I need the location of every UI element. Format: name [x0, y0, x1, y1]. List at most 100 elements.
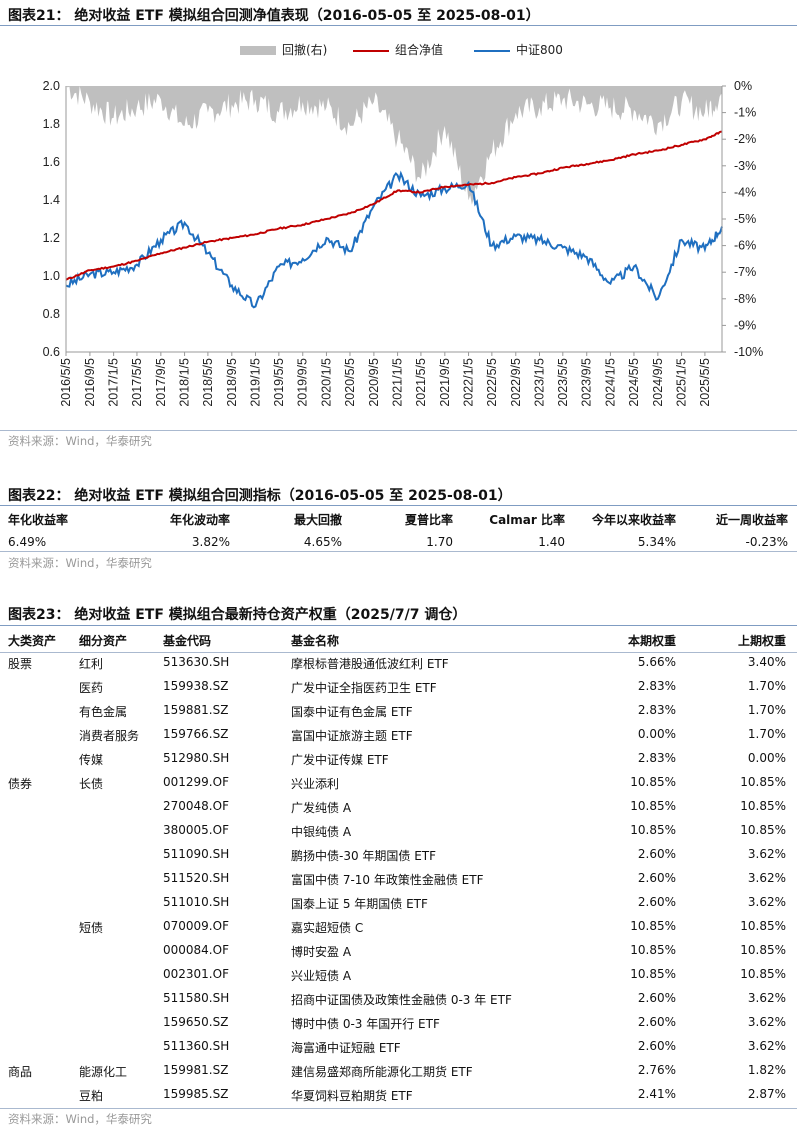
fig23-cell-previous-weight: 10.85%	[740, 775, 786, 789]
fig23-source: 资料来源：Wind，华泰研究	[8, 1112, 152, 1126]
x-tick-label: 2022/1/5	[462, 358, 476, 407]
fig23-cell-fund-code: 002301.OF	[163, 967, 229, 981]
fig22-value-max-drawdown: 4.65%	[303, 535, 342, 549]
fig23-cell-fund-code: 001299.OF	[163, 775, 229, 789]
fig22-title: 图表22： 绝对收益 ETF 模拟组合回测指标（2016-05-05 至 202…	[8, 488, 512, 504]
fig23-cell-fund-code: 513630.SH	[163, 655, 230, 669]
fig23-cell-fund-code: 270048.OF	[163, 799, 229, 813]
fig23-cell-sub-asset: 短债	[79, 921, 104, 935]
fig23-header-asset-class: 大类资产	[8, 634, 57, 648]
right-tick-label: -3%	[734, 159, 756, 173]
fig23-cell-current-weight: 2.41%	[637, 1087, 676, 1101]
fig23-cell-fund-code: 159881.SZ	[163, 703, 229, 717]
fig22-header-weekly-return: 近一周收益率	[715, 513, 788, 527]
fig23-cell-sub-asset: 医药	[79, 681, 104, 695]
fig22-value-annual-return: 6.49%	[8, 535, 47, 549]
fig23-cell-current-weight: 2.83%	[637, 679, 676, 693]
fig23-cell-previous-weight: 0.00%	[747, 751, 786, 765]
x-tick-label: 2024/9/5	[651, 358, 665, 407]
drawdown-area	[66, 86, 722, 205]
fig23-cell-current-weight: 2.60%	[637, 1015, 676, 1029]
x-tick-label: 2023/5/5	[556, 358, 570, 407]
fig23-cell-previous-weight: 10.85%	[740, 919, 786, 933]
x-tick-label: 2023/1/5	[532, 358, 546, 407]
fig23-cell-current-weight: 0.00%	[637, 727, 676, 741]
x-tick-label: 2019/1/5	[249, 358, 263, 407]
left-tick-label: 1.4	[43, 193, 60, 207]
fig23-cell-asset-class: 商品	[8, 1065, 33, 1079]
fig23-cell-previous-weight: 1.82%	[747, 1063, 786, 1077]
fig23-cell-previous-weight: 3.62%	[747, 991, 786, 1005]
fig23-cell-current-weight: 2.60%	[637, 1039, 676, 1053]
fig23-cell-fund-name: 华夏饲料豆粕期货 ETF	[291, 1089, 413, 1103]
right-tick-label: -2%	[734, 132, 756, 146]
fig23-cell-fund-name: 国泰上证 5 年期国债 ETF	[291, 897, 428, 911]
fig21-title-rule	[0, 25, 797, 26]
x-tick-label: 2025/5/5	[698, 358, 712, 407]
fig23-cell-fund-name: 兴业短债 A	[291, 969, 352, 983]
left-tick-label: 0.6	[43, 345, 60, 359]
x-tick-label: 2017/9/5	[154, 358, 168, 407]
fig23-cell-fund-code: 159766.SZ	[163, 727, 229, 741]
fig22-value-calmar-ratio: 1.40	[538, 535, 565, 549]
fig23-cell-fund-name: 摩根标普港股通低波红利 ETF	[291, 657, 449, 671]
fig23-header-sub-asset: 细分资产	[79, 634, 128, 648]
fig23-cell-fund-code: 380005.OF	[163, 823, 229, 837]
x-tick-label: 2021/1/5	[391, 358, 405, 407]
right-tick-label: -9%	[734, 318, 756, 332]
x-tick-label: 2020/1/5	[319, 358, 333, 407]
fig23-header-fund-code: 基金代码	[163, 634, 212, 648]
fig23-header-fund-name: 基金名称	[291, 634, 340, 648]
right-tick-label: -4%	[734, 185, 756, 199]
left-tick-label: 1.2	[43, 231, 60, 245]
fig23-cell-previous-weight: 10.85%	[740, 943, 786, 957]
fig23-cell-fund-code: 159938.SZ	[163, 679, 229, 693]
fig23-cell-current-weight: 10.85%	[630, 775, 676, 789]
x-tick-label: 2018/9/5	[225, 358, 239, 407]
x-tick-label: 2018/1/5	[178, 358, 192, 407]
fig23-cell-fund-code: 000084.OF	[163, 943, 229, 957]
right-tick-label: -6%	[734, 239, 756, 253]
fig22-source: 资料来源：Wind，华泰研究	[8, 556, 152, 570]
x-tick-label: 2024/1/5	[603, 358, 617, 407]
fig23-cell-sub-asset: 有色金属	[79, 705, 128, 719]
fig23-cell-fund-name: 招商中证国债及政策性金融债 0-3 年 ETF	[291, 993, 512, 1007]
fig23-cell-current-weight: 10.85%	[630, 967, 676, 981]
fig23-cell-fund-name: 博时安盈 A	[291, 945, 352, 959]
fig23-header-current-weight: 本期权重	[627, 634, 676, 648]
x-tick-label: 2019/5/5	[272, 358, 286, 407]
fig21-source: 资料来源：Wind，华泰研究	[8, 434, 152, 448]
right-tick-label: -5%	[734, 212, 756, 226]
fig23-cell-fund-code: 159981.SZ	[163, 1063, 229, 1077]
fig23-cell-asset-class: 债券	[8, 777, 33, 791]
fig23-cell-fund-code: 511360.SH	[163, 1039, 230, 1053]
x-tick-label: 2025/1/5	[675, 358, 689, 407]
fig23-cell-previous-weight: 10.85%	[740, 799, 786, 813]
x-tick-label: 2021/5/5	[414, 358, 428, 407]
fig23-title: 图表23： 绝对收益 ETF 模拟组合最新持仓资产权重（2025/7/7 调仓）	[8, 607, 467, 623]
fig21-source-rule	[0, 430, 797, 431]
fig22-header-calmar-ratio: Calmar 比率	[489, 513, 565, 527]
fig23-cell-previous-weight: 10.85%	[740, 967, 786, 981]
csi800-line	[65, 170, 723, 309]
fig22-header-sharpe-ratio: 夏普比率	[404, 513, 453, 527]
fig23-cell-current-weight: 2.76%	[637, 1063, 676, 1077]
fig23-cell-fund-code: 159985.SZ	[163, 1087, 229, 1101]
fig22-value-weekly-return: -0.23%	[745, 535, 788, 549]
fig23-cell-previous-weight: 3.62%	[747, 871, 786, 885]
fig23-cell-asset-class: 股票	[8, 657, 33, 671]
fig23-cell-previous-weight: 1.70%	[747, 679, 786, 693]
right-tick-label: -1%	[734, 106, 756, 120]
fig23-cell-current-weight: 10.85%	[630, 943, 676, 957]
x-tick-label: 2023/9/5	[580, 358, 594, 407]
fig22-header-annual-return: 年化收益率	[8, 513, 69, 527]
fig23-cell-fund-code: 512980.SH	[163, 751, 230, 765]
fig23-cell-sub-asset: 传媒	[79, 753, 104, 767]
fig22-value-annual-volatility: 3.82%	[191, 535, 230, 549]
fig23-cell-current-weight: 5.66%	[637, 655, 676, 669]
fig23-cell-current-weight: 2.60%	[637, 847, 676, 861]
fig23-cell-fund-name: 广发纯债 A	[291, 801, 352, 815]
fig23-cell-fund-name: 海富通中证短融 ETF	[291, 1041, 401, 1055]
fig23-cell-previous-weight: 1.70%	[747, 703, 786, 717]
fig23-cell-fund-name: 广发中证传媒 ETF	[291, 753, 389, 767]
